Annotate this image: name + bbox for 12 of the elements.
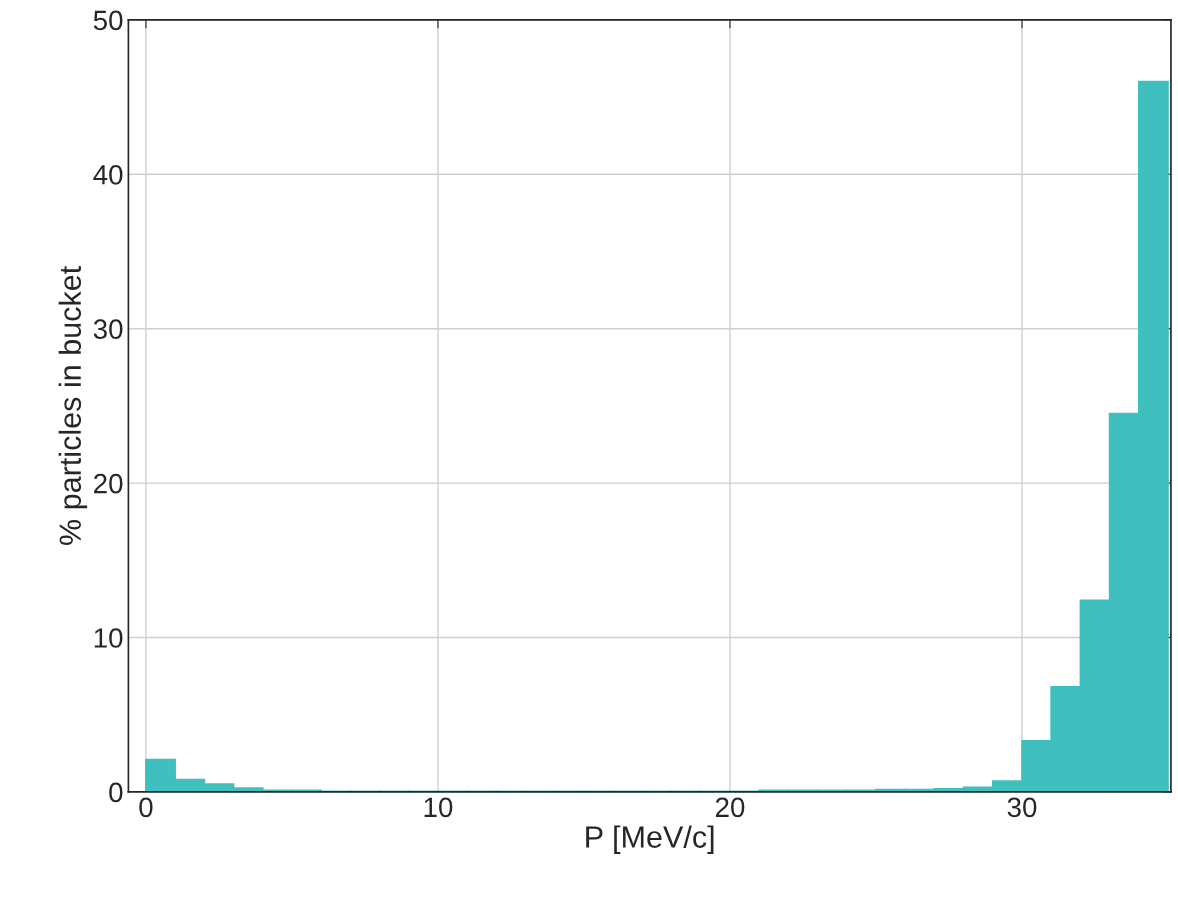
x-tick-label: 10 (424, 797, 453, 818)
y-tick-label: 30 (93, 319, 123, 340)
y-tick-label: 20 (94, 473, 123, 494)
x-axis-title: P [MeV/c] (586, 825, 714, 854)
y-axis-title: % particles in bucket (58, 266, 88, 545)
x-tick-label: 30 (1007, 797, 1037, 818)
y-tick-label: 0 (109, 782, 123, 803)
y-tick-label: 40 (93, 164, 123, 185)
y-tick-label: 10 (94, 628, 123, 648)
y-tick-label: 50 (93, 10, 123, 31)
x-tick-label: 20 (715, 797, 745, 818)
x-tick-label: 0 (139, 797, 153, 818)
